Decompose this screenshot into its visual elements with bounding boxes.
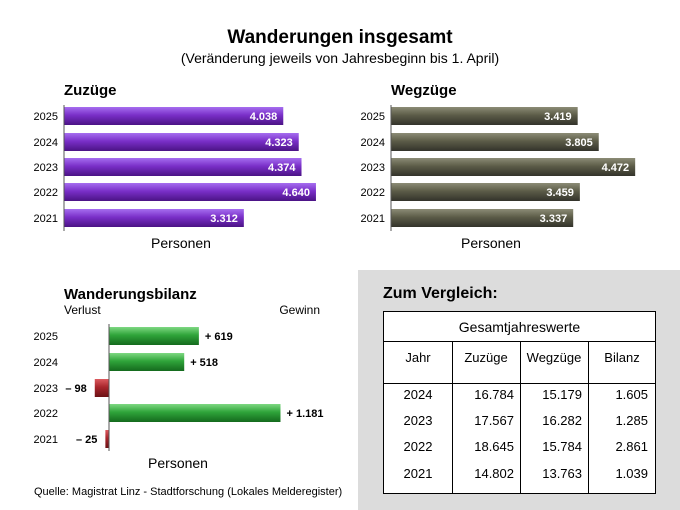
table-cell: 17.567 (474, 413, 514, 428)
table-cell: 18.645 (474, 439, 514, 454)
data-label: + 619 (205, 331, 233, 343)
table-cell: 2021 (403, 466, 433, 481)
chart-title: Wanderungsbilanz (64, 286, 197, 303)
data-label: 3.805 (565, 137, 593, 149)
page-subtitle: (Veränderung jeweils von Jahresbeginn bi… (180, 50, 500, 66)
comparison-table: Gesamtjahreswerte Jahr Zuzüge Wegzüge Bi… (383, 311, 656, 494)
table-cell: 13.763 (542, 466, 582, 481)
y-tick-label: 2024 (361, 137, 385, 149)
bar (94, 379, 109, 397)
table-divider (520, 342, 521, 493)
data-label: 4.374 (268, 162, 296, 174)
data-label: + 518 (190, 357, 218, 369)
y-tick-label: 2023 (361, 162, 385, 174)
data-label: – 25 (76, 434, 97, 446)
table-cell: 1.605 (615, 387, 648, 402)
y-tick-label: 2022 (34, 187, 58, 199)
bar (109, 404, 281, 422)
table-header-cell: Zuzüge (464, 350, 508, 365)
y-tick-label: 2025 (34, 111, 58, 123)
bar (64, 209, 244, 227)
data-label: 4.640 (282, 187, 310, 199)
table-cell: 2022 (403, 439, 433, 454)
bar (64, 158, 302, 176)
bar (391, 107, 578, 125)
table-header-cell: Wegzüge (526, 350, 582, 365)
data-label: + 1.181 (286, 408, 323, 420)
y-tick-label: 2022 (361, 187, 385, 199)
x-axis-label: Personen (461, 235, 521, 251)
data-label: – 98 (65, 383, 86, 395)
data-label: 3.337 (540, 213, 568, 225)
table-cell: 15.179 (542, 387, 582, 402)
table-cell: 2023 (403, 413, 433, 428)
data-label: 4.038 (250, 111, 278, 123)
bar (105, 430, 109, 448)
bar (391, 133, 599, 151)
bar (391, 209, 574, 227)
bar (391, 183, 580, 201)
y-tick-label: 2021 (361, 213, 385, 225)
y-tick-label: 2025 (34, 331, 58, 343)
x-axis-label: Personen (151, 235, 211, 251)
data-label: 4.472 (602, 162, 630, 174)
table-divider (588, 342, 589, 493)
bar (391, 158, 636, 176)
bar (109, 353, 185, 371)
table-cell: 1.285 (615, 413, 648, 428)
table-header-cell: Bilanz (604, 350, 640, 365)
table-cell: 2024 (403, 387, 433, 402)
y-tick-label: 2024 (34, 137, 58, 149)
comparison-title: Zum Vergleich: (383, 285, 498, 302)
data-label: 3.459 (546, 187, 574, 199)
source-note: Quelle: Magistrat Linz - Stadtforschung … (34, 486, 343, 498)
page-title: Wanderungen insgesamt (227, 27, 453, 48)
y-tick-label: 2023 (34, 383, 58, 395)
data-label: 3.419 (544, 111, 572, 123)
bar (64, 183, 316, 201)
y-tick-label: 2024 (34, 357, 58, 369)
bar (64, 133, 299, 151)
table-cell: 15.784 (542, 439, 582, 454)
table-cell: 16.282 (542, 413, 582, 428)
y-tick-label: 2023 (34, 162, 58, 174)
legend-label: Verlust (64, 303, 101, 317)
table-divider (452, 342, 453, 493)
table-divider (384, 383, 655, 384)
chart-title: Wegzüge (391, 82, 457, 99)
data-label: 4.323 (265, 137, 293, 149)
data-label: 3.312 (210, 213, 238, 225)
table-cell: 16.784 (474, 387, 514, 402)
table-cell: 2.861 (615, 439, 648, 454)
chart-title: Zuzüge (64, 82, 117, 99)
y-tick-label: 2025 (361, 111, 385, 123)
y-tick-label: 2021 (34, 213, 58, 225)
bar (64, 107, 284, 125)
table-cell: 1.039 (615, 466, 648, 481)
bar (109, 327, 199, 345)
table-header-cell: Jahr (405, 350, 431, 365)
y-tick-label: 2022 (34, 408, 58, 420)
legend-label: Gewinn (279, 303, 320, 317)
x-axis-label: Personen (148, 455, 208, 471)
table-cell: 14.802 (474, 466, 514, 481)
y-tick-label: 2021 (34, 434, 58, 446)
table-caption: Gesamtjahreswerte (384, 312, 655, 342)
